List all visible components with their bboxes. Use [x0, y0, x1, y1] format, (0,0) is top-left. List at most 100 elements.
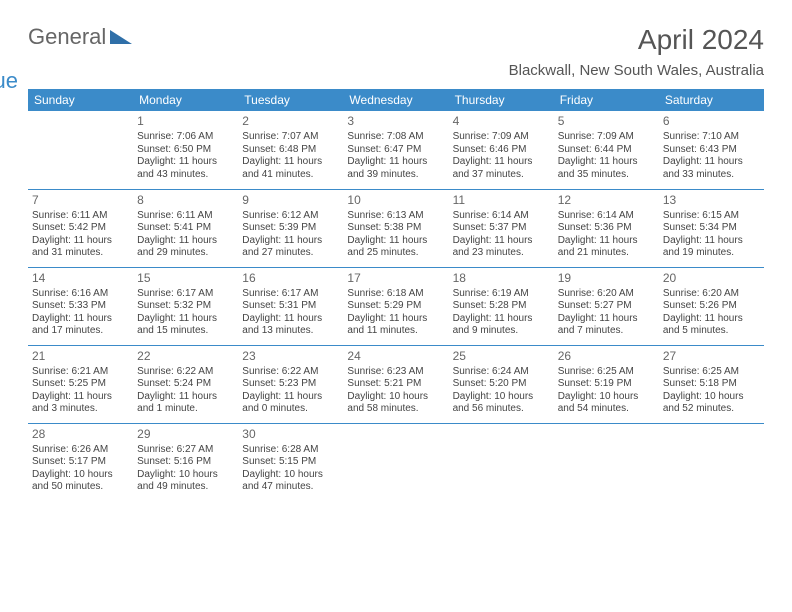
- day-number: 23: [242, 349, 339, 364]
- calendar-row: 21 Sunrise: 6:21 AMSunset: 5:25 PMDayligh…: [28, 345, 764, 423]
- day-info: Sunrise: 6:14 AMSunset: 5:36 PMDaylight:…: [558, 210, 655, 260]
- day-number: 29: [137, 427, 234, 442]
- day-info: Sunrise: 6:14 AMSunset: 5:37 PMDaylight:…: [453, 210, 550, 260]
- calendar-cell: 8 Sunrise: 6:11 AMSunset: 5:41 PMDaylight…: [133, 189, 238, 267]
- day-info: Sunrise: 6:27 AMSunset: 5:16 PMDaylight:…: [137, 444, 234, 494]
- calendar-cell: 18 Sunrise: 6:19 AMSunset: 5:28 PMDayligh…: [449, 267, 554, 345]
- day-number: 13: [663, 193, 760, 208]
- day-info: Sunrise: 7:08 AMSunset: 6:47 PMDaylight:…: [347, 131, 444, 181]
- day-info: Sunrise: 6:19 AMSunset: 5:28 PMDaylight:…: [453, 288, 550, 338]
- day-info: Sunrise: 6:11 AMSunset: 5:41 PMDaylight:…: [137, 210, 234, 260]
- calendar-cell: 3 Sunrise: 7:08 AMSunset: 6:47 PMDaylight…: [343, 111, 448, 189]
- day-info: Sunrise: 6:22 AMSunset: 5:23 PMDaylight:…: [242, 366, 339, 416]
- day-info: Sunrise: 6:12 AMSunset: 5:39 PMDaylight:…: [242, 210, 339, 260]
- location: Blackwall, New South Wales, Australia: [509, 62, 764, 79]
- day-number: 21: [32, 349, 129, 364]
- calendar-cell: 7Sunrise: 6:11 AMSunset: 5:42 PMDaylight…: [28, 189, 133, 267]
- day-info: Sunrise: 6:21 AMSunset: 5:25 PMDaylight:…: [32, 366, 129, 416]
- calendar-cell: 19Sunrise: 6:20 AMSunset: 5:27 PMDayligh…: [554, 267, 659, 345]
- calendar-cell: [449, 423, 554, 501]
- day-number: 10: [347, 193, 444, 208]
- calendar-cell: 1 Sunrise: 7:06 AMSunset: 6:50 PMDaylight…: [133, 111, 238, 189]
- day-header: Saturday: [659, 89, 764, 111]
- calendar-cell: 14Sunrise: 6:16 AMSunset: 5:33 PMDayligh…: [28, 267, 133, 345]
- day-number: 26: [558, 349, 655, 364]
- day-info: Sunrise: 6:13 AMSunset: 5:38 PMDaylight:…: [347, 210, 444, 260]
- day-info: Sunrise: 7:10 AMSunset: 6:43 PMDaylight:…: [663, 131, 760, 181]
- day-info: Sunrise: 6:23 AMSunset: 5:21 PMDaylight:…: [347, 366, 444, 416]
- calendar-cell: 15 Sunrise: 6:17 AMSunset: 5:32 PMDayligh…: [133, 267, 238, 345]
- calendar-cell: 23 Sunrise: 6:22 AMSunset: 5:23 PMDayligh…: [238, 345, 343, 423]
- calendar-row: 28 Sunrise: 6:26 AMSunset: 5:17 PMDayligh…: [28, 423, 764, 501]
- day-number: 24: [347, 349, 444, 364]
- day-info: Sunrise: 6:26 AMSunset: 5:17 PMDaylight:…: [32, 444, 129, 494]
- calendar-cell: 29 Sunrise: 6:27 AMSunset: 5:16 PMDayligh…: [133, 423, 238, 501]
- calendar-table: Sunday Monday Tuesday Wednesday Thursday…: [28, 89, 764, 501]
- day-number: 12: [558, 193, 655, 208]
- day-number: 8: [137, 193, 234, 208]
- calendar-row: 7Sunrise: 6:11 AMSunset: 5:42 PMDaylight…: [28, 189, 764, 267]
- day-number: 1: [137, 114, 234, 129]
- day-number: 11: [453, 193, 550, 208]
- calendar-cell: 17 Sunrise: 6:18 AMSunset: 5:29 PMDayligh…: [343, 267, 448, 345]
- calendar-cell: [659, 423, 764, 501]
- calendar-cell: 30 Sunrise: 6:28 AMSunset: 5:15 PMDayligh…: [238, 423, 343, 501]
- day-info: Sunrise: 6:11 AMSunset: 5:42 PMDaylight:…: [32, 210, 129, 260]
- day-number: 3: [347, 114, 444, 129]
- calendar-cell: 25 Sunrise: 6:24 AMSunset: 5:20 PMDayligh…: [449, 345, 554, 423]
- calendar-cell: 12 Sunrise: 6:14 AMSunset: 5:36 PMDayligh…: [554, 189, 659, 267]
- day-header: Tuesday: [238, 89, 343, 111]
- day-number: 16: [242, 271, 339, 286]
- day-number: 9: [242, 193, 339, 208]
- day-header: Monday: [133, 89, 238, 111]
- calendar-cell: 28 Sunrise: 6:26 AMSunset: 5:17 PMDayligh…: [28, 423, 133, 501]
- calendar-cell: 6Sunrise: 7:10 AMSunset: 6:43 PMDaylight…: [659, 111, 764, 189]
- day-info: Sunrise: 6:20 AMSunset: 5:26 PMDaylight:…: [663, 288, 760, 338]
- calendar-cell: [28, 111, 133, 189]
- calendar-cell: [554, 423, 659, 501]
- day-number: 18: [453, 271, 550, 286]
- calendar-cell: 20 Sunrise: 6:20 AMSunset: 5:26 PMDayligh…: [659, 267, 764, 345]
- day-info: Sunrise: 7:06 AMSunset: 6:50 PMDaylight:…: [137, 131, 234, 181]
- day-number: 17: [347, 271, 444, 286]
- day-info: Sunrise: 6:18 AMSunset: 5:29 PMDaylight:…: [347, 288, 444, 338]
- day-number: 19: [558, 271, 655, 286]
- day-info: Sunrise: 6:17 AMSunset: 5:32 PMDaylight:…: [137, 288, 234, 338]
- day-number: 5: [558, 114, 655, 129]
- day-number: 2: [242, 114, 339, 129]
- day-header: Thursday: [449, 89, 554, 111]
- day-number: 20: [663, 271, 760, 286]
- calendar-cell: 26 Sunrise: 6:25 AMSunset: 5:19 PMDayligh…: [554, 345, 659, 423]
- calendar-cell: 5 Sunrise: 7:09 AMSunset: 6:44 PMDaylight…: [554, 111, 659, 189]
- calendar-row: 14Sunrise: 6:16 AMSunset: 5:33 PMDayligh…: [28, 267, 764, 345]
- calendar-cell: 9 Sunrise: 6:12 AMSunset: 5:39 PMDaylight…: [238, 189, 343, 267]
- day-header: Sunday: [28, 89, 133, 111]
- day-info: Sunrise: 6:25 AMSunset: 5:18 PMDaylight:…: [663, 366, 760, 416]
- header: General Blue April 2024 Blackwall, New S…: [28, 24, 764, 79]
- day-number: 25: [453, 349, 550, 364]
- calendar-row: 1 Sunrise: 7:06 AMSunset: 6:50 PMDaylight…: [28, 111, 764, 189]
- title-block: April 2024 Blackwall, New South Wales, A…: [509, 24, 764, 79]
- calendar-cell: 11 Sunrise: 6:14 AMSunset: 5:37 PMDayligh…: [449, 189, 554, 267]
- calendar-cell: 22Sunrise: 6:22 AMSunset: 5:24 PMDayligh…: [133, 345, 238, 423]
- day-header: Friday: [554, 89, 659, 111]
- day-info: Sunrise: 6:24 AMSunset: 5:20 PMDaylight:…: [453, 366, 550, 416]
- calendar-cell: 21 Sunrise: 6:21 AMSunset: 5:25 PMDayligh…: [28, 345, 133, 423]
- day-info: Sunrise: 6:28 AMSunset: 5:15 PMDaylight:…: [242, 444, 339, 494]
- day-info: Sunrise: 7:09 AMSunset: 6:44 PMDaylight:…: [558, 131, 655, 181]
- day-info: Sunrise: 7:07 AMSunset: 6:48 PMDaylight:…: [242, 131, 339, 181]
- day-info: Sunrise: 6:15 AMSunset: 5:34 PMDaylight:…: [663, 210, 760, 260]
- day-info: Sunrise: 6:25 AMSunset: 5:19 PMDaylight:…: [558, 366, 655, 416]
- day-number: 4: [453, 114, 550, 129]
- day-number: 15: [137, 271, 234, 286]
- day-number: 30: [242, 427, 339, 442]
- day-info: Sunrise: 6:17 AMSunset: 5:31 PMDaylight:…: [242, 288, 339, 338]
- calendar-cell: 16 Sunrise: 6:17 AMSunset: 5:31 PMDayligh…: [238, 267, 343, 345]
- day-info: Sunrise: 7:09 AMSunset: 6:46 PMDaylight:…: [453, 131, 550, 181]
- logo-text-2: Blue: [0, 68, 18, 93]
- calendar-cell: [343, 423, 448, 501]
- calendar-cell: 4 Sunrise: 7:09 AMSunset: 6:46 PMDaylight…: [449, 111, 554, 189]
- day-number: 28: [32, 427, 129, 442]
- logo-text-1: General: [28, 24, 106, 49]
- calendar-cell: 2 Sunrise: 7:07 AMSunset: 6:48 PMDaylight…: [238, 111, 343, 189]
